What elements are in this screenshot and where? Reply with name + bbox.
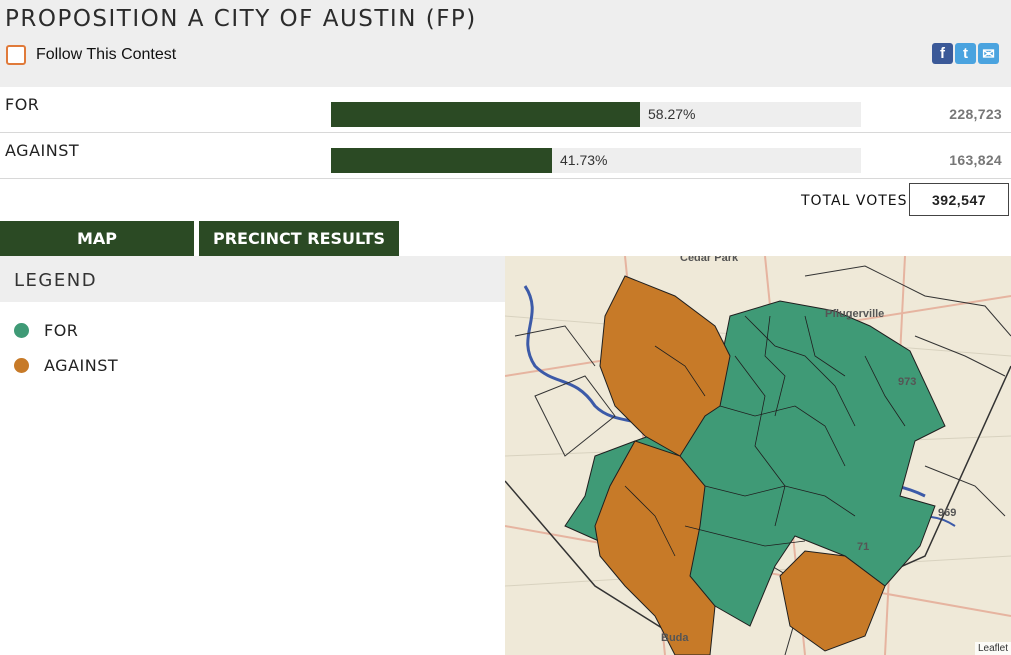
result-bar-track: 58.27% — [331, 102, 861, 127]
legend-label: FOR — [44, 320, 79, 340]
legend-dot-against — [14, 357, 29, 373]
precinct-map[interactable]: Cedar Park Pflugerville Buda 973 969 71 … — [505, 256, 1011, 655]
result-row-against: AGAINST 41.73% 163,824 — [0, 133, 1011, 179]
legend-item-against: AGAINST — [14, 355, 118, 375]
twitter-icon[interactable]: t — [955, 43, 976, 64]
result-row-for: FOR 58.27% 228,723 — [0, 87, 1011, 133]
map-label-buda: Buda — [661, 632, 689, 644]
map-label-hwy-969: 969 — [938, 507, 957, 519]
legend-dot-for — [14, 322, 29, 338]
choice-name: FOR — [5, 95, 40, 114]
contest-header: PROPOSITION A CITY OF AUSTIN (FP) Follow… — [0, 0, 1011, 87]
map-label-hwy-973: 973 — [898, 376, 917, 388]
tab-map[interactable]: MAP — [0, 221, 194, 256]
contest-title: PROPOSITION A CITY OF AUSTIN (FP) — [5, 6, 477, 32]
result-votes: 163,824 — [949, 152, 1002, 168]
result-percent: 58.27% — [648, 106, 696, 122]
social-share: f t ✉ — [932, 43, 999, 65]
result-votes: 228,723 — [949, 106, 1002, 122]
legend-label: AGAINST — [44, 355, 119, 375]
choice-name: AGAINST — [5, 141, 80, 160]
map-label-cedar-park: Cedar Park — [680, 256, 739, 264]
facebook-icon[interactable]: f — [932, 43, 953, 64]
tab-precinct-results[interactable]: PRECINCT RESULTS — [199, 221, 399, 256]
result-bar-fill — [331, 102, 640, 127]
email-icon[interactable]: ✉ — [978, 43, 999, 64]
map-label-hwy-71: 71 — [857, 541, 870, 553]
legend-item-for: FOR — [14, 320, 78, 340]
legend-header: LEGEND — [0, 256, 505, 302]
map-label-pflugerville: Pflugerville — [825, 308, 885, 320]
total-votes-value: 392,547 — [909, 183, 1009, 216]
result-bar-fill — [331, 148, 552, 173]
legend-title: LEGEND — [14, 270, 98, 291]
result-percent: 41.73% — [560, 152, 608, 168]
follow-checkbox[interactable] — [6, 45, 26, 65]
follow-label: Follow This Contest — [36, 46, 177, 63]
map-attribution[interactable]: Leaflet — [974, 642, 1011, 655]
result-bar-track: 41.73% — [331, 148, 861, 173]
map-canvas[interactable] — [505, 256, 1011, 655]
total-votes-label: TOTAL VOTES — [801, 193, 908, 209]
follow-contest-toggle[interactable]: Follow This Contest — [6, 43, 176, 67]
